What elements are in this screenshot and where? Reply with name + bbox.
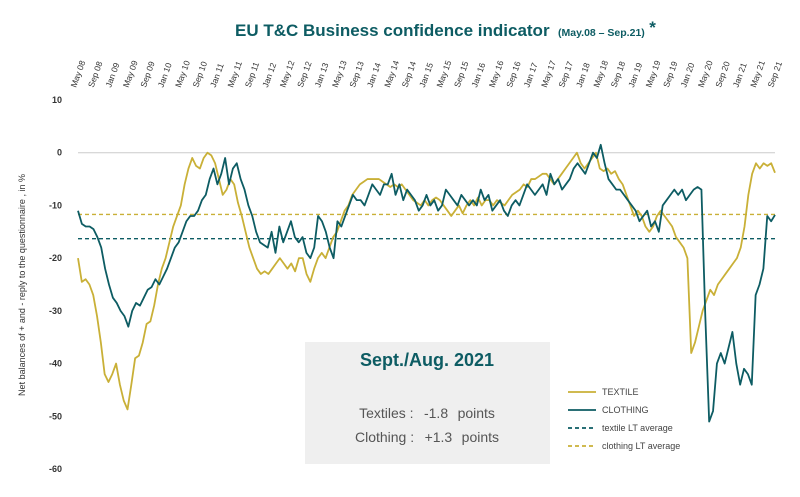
x-tick-label: Sep 11 xyxy=(243,60,261,88)
x-tick-label: May 15 xyxy=(434,59,453,89)
x-tick-label: Sep 21 xyxy=(765,60,784,89)
summary-box-background xyxy=(305,342,550,464)
y-tick-label: -20 xyxy=(49,253,62,263)
x-tick-label: Sep 12 xyxy=(295,60,314,89)
x-tick-label: May 20 xyxy=(696,59,715,89)
y-tick-label: -60 xyxy=(49,464,62,474)
x-tick-label: Sep 09 xyxy=(138,60,157,89)
y-tick-label: -50 xyxy=(49,411,62,421)
summary-row-clothing: Clothing : +1.3 points xyxy=(355,429,499,446)
x-tick-label: Sep 17 xyxy=(556,60,575,89)
x-tick-label: Sep 20 xyxy=(713,60,732,89)
data-series xyxy=(77,143,776,423)
x-tick-label: May 16 xyxy=(487,59,506,89)
x-tick-label: Sep 16 xyxy=(504,60,523,89)
x-tick-label: Sep 18 xyxy=(609,60,628,89)
legend-label: clothing LT average xyxy=(602,441,680,451)
series-line-clothing xyxy=(77,143,776,423)
x-tick-label: Jan 21 xyxy=(731,61,749,89)
x-tick-label: May 09 xyxy=(121,59,140,89)
x-tick-label: May 14 xyxy=(382,59,401,89)
y-tick-label: 10 xyxy=(52,95,62,105)
x-tick-label: Jan 13 xyxy=(312,61,330,89)
x-tick-label: Sep 14 xyxy=(400,60,419,89)
x-tick-label: Sep 10 xyxy=(190,60,209,89)
x-tick-label: Sep 13 xyxy=(347,60,366,89)
y-axis-label: Net balances of + and - reply to the que… xyxy=(17,174,27,396)
x-tick-label: May 19 xyxy=(644,59,663,89)
legend-label: textile LT average xyxy=(602,423,673,433)
x-tick-label: Jan 11 xyxy=(208,62,226,89)
x-tick-label: May 08 xyxy=(68,59,87,89)
x-tick-label: Jan 09 xyxy=(103,61,121,89)
y-tick-label: 0 xyxy=(57,148,62,158)
x-tick-label: May 18 xyxy=(591,59,610,89)
x-tick-label: May 21 xyxy=(748,59,767,89)
x-tick-label: Sep 15 xyxy=(452,60,471,89)
summary-row-textiles: Textiles : -1.8 points xyxy=(359,405,495,422)
legend-label: TEXTILE xyxy=(602,387,639,397)
x-tick-label: Jan 15 xyxy=(417,61,435,89)
x-tick-label: Jan 12 xyxy=(260,61,278,89)
summary-clothing-value: +1.3 xyxy=(425,429,453,445)
y-tick-label: -40 xyxy=(49,359,62,369)
x-tick-label: Jan 19 xyxy=(626,61,644,89)
x-tick-label: May 12 xyxy=(278,59,297,89)
x-tick-label: Jan 16 xyxy=(469,61,487,89)
reference-lines xyxy=(78,213,775,240)
summary-box-title: Sept./Aug. 2021 xyxy=(360,350,494,370)
y-tick-label: -30 xyxy=(49,306,62,316)
y-axis: 10 0 -10 -20 -30 -40 -50 -60 xyxy=(49,95,62,474)
chart-title-main: EU T&C Business confidence indicator xyxy=(235,21,550,40)
x-tick-label: Sep 08 xyxy=(86,60,105,89)
x-tick-label: Jan 18 xyxy=(574,61,592,89)
summary-clothing-unit: points xyxy=(462,429,499,445)
x-tick-label: Sep 19 xyxy=(661,60,680,89)
chart-subtitle: (May.08 – Sep.21) xyxy=(558,27,645,39)
legend: TEXTILE CLOTHING textile LT average clothin… xyxy=(568,387,680,451)
x-tick-label: May 17 xyxy=(539,59,558,89)
summary-textiles-label: Textiles : xyxy=(359,405,413,421)
summary-textiles-value: -1.8 xyxy=(424,405,448,421)
legend-label: CLOTHING xyxy=(602,405,649,415)
summary-box: Sept./Aug. 2021 Textiles : -1.8 points C… xyxy=(305,342,550,464)
x-tick-label: Jan 20 xyxy=(678,61,696,89)
x-tick-label: May 11 xyxy=(225,59,244,88)
x-tick-label: May 13 xyxy=(330,59,349,89)
summary-clothing-label: Clothing : xyxy=(355,429,414,445)
chart-title: EU T&C Business confidence indicator (Ma… xyxy=(235,18,656,40)
x-tick-label: Jan 17 xyxy=(522,61,540,89)
summary-textiles-unit: points xyxy=(458,405,495,421)
x-tick-label: Jan 10 xyxy=(156,61,174,89)
x-tick-label: May 10 xyxy=(173,59,192,89)
y-tick-label: -10 xyxy=(49,200,62,210)
chart-title-asterisk: * xyxy=(649,18,656,37)
series-line-textile xyxy=(77,151,776,411)
x-tick-label: Jan 14 xyxy=(365,61,383,89)
